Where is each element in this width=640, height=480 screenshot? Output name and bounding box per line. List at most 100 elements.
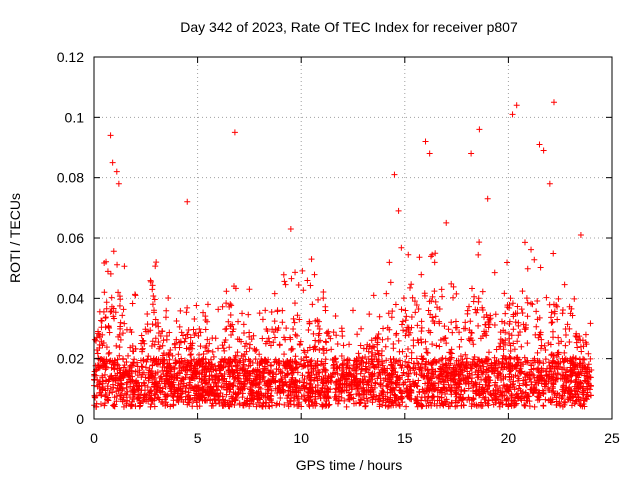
data-point <box>377 383 384 390</box>
data-point <box>299 372 306 379</box>
data-point <box>283 381 290 388</box>
data-point <box>568 305 575 312</box>
data-point <box>528 361 535 368</box>
data-point <box>354 361 361 368</box>
data-point <box>581 397 588 404</box>
data-point <box>306 384 313 391</box>
data-point <box>457 353 464 360</box>
data-point <box>96 381 103 388</box>
data-point <box>448 280 455 287</box>
data-point <box>139 337 146 344</box>
data-point <box>452 375 459 382</box>
data-point <box>456 343 463 350</box>
data-point <box>163 367 170 374</box>
data-point <box>116 375 123 382</box>
data-point <box>285 387 292 394</box>
data-point <box>209 348 216 355</box>
data-point <box>429 314 436 321</box>
data-point <box>104 383 111 390</box>
data-point <box>317 392 324 399</box>
data-point <box>500 361 507 368</box>
data-point <box>551 310 558 317</box>
data-point <box>208 356 215 363</box>
data-point <box>391 391 398 398</box>
data-point <box>531 403 538 410</box>
data-point <box>466 396 473 403</box>
data-point <box>157 374 164 381</box>
data-point <box>521 239 528 246</box>
data-point <box>142 364 149 371</box>
data-point <box>502 310 509 317</box>
data-point <box>584 385 591 392</box>
data-point <box>388 314 395 321</box>
data-point <box>468 378 475 385</box>
data-point <box>507 295 514 302</box>
data-point <box>465 385 472 392</box>
data-point <box>240 372 247 379</box>
data-point <box>221 355 228 362</box>
data-point <box>229 398 236 405</box>
data-point <box>148 372 155 379</box>
data-point <box>107 373 114 380</box>
data-point <box>198 376 205 383</box>
data-point <box>368 337 375 344</box>
data-point <box>383 382 390 389</box>
data-point <box>462 351 469 358</box>
data-point <box>116 365 123 372</box>
x-tick-label: 5 <box>194 430 202 446</box>
data-point <box>259 335 266 342</box>
data-point <box>129 343 136 350</box>
data-point <box>489 368 496 375</box>
data-point <box>217 389 224 396</box>
data-point <box>144 311 151 318</box>
data-point <box>125 371 132 378</box>
data-point <box>476 391 483 398</box>
data-point <box>533 323 540 330</box>
data-point <box>402 317 409 324</box>
data-point <box>475 367 482 374</box>
data-point <box>448 399 455 406</box>
x-tick-label: 10 <box>293 430 309 446</box>
data-point <box>554 349 561 356</box>
data-point <box>337 376 344 383</box>
data-point <box>559 310 566 317</box>
y-tick-label: 0 <box>76 411 84 427</box>
data-point <box>202 344 209 351</box>
data-point <box>299 363 306 370</box>
data-point <box>235 378 242 385</box>
data-point <box>265 403 272 410</box>
data-point <box>534 349 541 356</box>
data-point <box>102 400 109 407</box>
data-point <box>201 380 208 387</box>
data-point <box>338 394 345 401</box>
data-point <box>116 352 123 359</box>
data-point <box>574 344 581 351</box>
data-point <box>501 392 508 399</box>
data-point <box>256 368 263 375</box>
data-point <box>175 384 182 391</box>
data-point <box>167 385 174 392</box>
data-point <box>96 341 103 348</box>
data-point <box>196 403 203 410</box>
data-point <box>136 403 143 410</box>
data-point <box>160 350 167 357</box>
data-point <box>250 367 257 374</box>
data-point <box>305 327 312 334</box>
data-point <box>171 341 178 348</box>
data-point <box>521 354 528 361</box>
data-point <box>531 387 538 394</box>
data-point <box>297 360 304 367</box>
data-point <box>443 361 450 368</box>
data-point <box>137 400 144 407</box>
data-point <box>562 342 569 349</box>
data-point <box>343 384 350 391</box>
data-point <box>447 384 454 391</box>
data-point <box>265 394 272 401</box>
data-point <box>429 251 436 258</box>
data-point <box>585 361 592 368</box>
data-point <box>391 171 398 178</box>
data-point <box>528 381 535 388</box>
data-point <box>363 381 370 388</box>
data-point <box>398 389 405 396</box>
data-point <box>138 374 145 381</box>
